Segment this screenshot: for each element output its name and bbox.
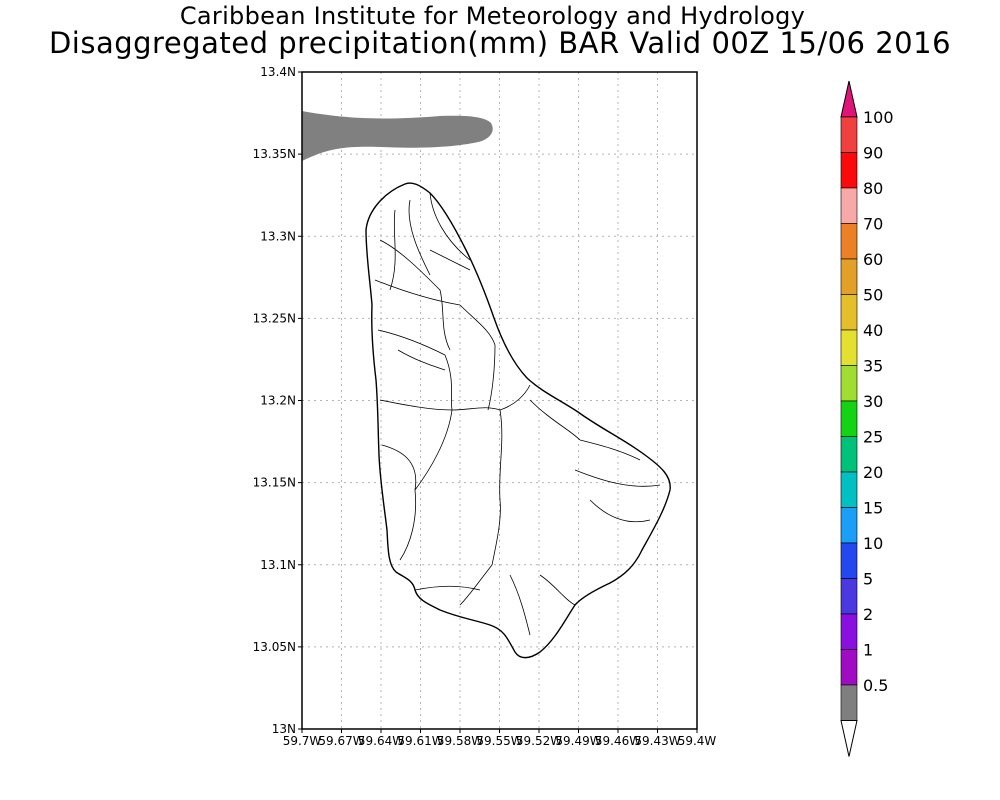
colorbar-swatch — [840, 258, 858, 295]
colorbar-label: 70 — [863, 215, 883, 234]
colorbar-label: 25 — [863, 428, 883, 447]
lon-tick-label: 59.67W — [318, 734, 364, 748]
lat-tick-label: 13.2N — [260, 394, 296, 408]
colorbar-label: 20 — [863, 463, 883, 482]
colorbar-label: 50 — [863, 286, 883, 305]
colorbar-label: 60 — [863, 250, 883, 269]
title-line-2: Disaggregated precipitation(mm) BAR Vali… — [48, 26, 952, 60]
precip-region-shape — [302, 111, 493, 161]
colorbar-swatch — [840, 187, 858, 224]
lon-tick-label: 59.43W — [634, 734, 680, 748]
colorbar-label: 2 — [863, 605, 873, 624]
colorbar-swatch — [840, 223, 858, 260]
lat-tick-label: 13.1N — [260, 558, 296, 572]
lon-tick-label: 59.7W — [283, 734, 322, 748]
colorbar-swatch — [840, 294, 858, 331]
colorbar-swatch — [840, 684, 858, 721]
colorbar-label: 30 — [863, 392, 883, 411]
lon-tick-label: 59.58W — [437, 734, 483, 748]
colorbar-label: 35 — [863, 357, 883, 376]
title-line-1: Caribbean Institute for Meteorology and … — [179, 2, 806, 30]
lon-axis: 59.7W59.67W59.64W59.61W59.58W59.55W59.52… — [283, 729, 717, 748]
lon-tick-label: 59.61W — [397, 734, 443, 748]
colorbar-swatch — [840, 365, 858, 402]
colorbar-swatch — [840, 578, 858, 615]
colorbar-label: 1 — [863, 641, 873, 660]
lat-tick-label: 13.35N — [253, 147, 296, 161]
colorbar-bottom-arrow — [840, 720, 858, 757]
colorbar-swatch — [840, 613, 858, 650]
colorbar-swatch — [840, 507, 858, 544]
rivers — [374, 192, 661, 636]
lat-tick-label: 13N — [272, 722, 296, 736]
colorbar-label: 90 — [863, 144, 883, 163]
lat-axis: 13.4N 13.35N 13.3N 13.25N 13.2N 13.15N 13.1N 13… — [253, 65, 302, 736]
colorbar-label: 80 — [863, 179, 883, 198]
colorbar-swatch — [840, 471, 858, 508]
lat-tick-label: 13.05N — [253, 640, 296, 654]
lon-tick-label: 59.55W — [476, 734, 522, 748]
lon-tick-label: 59.64W — [358, 734, 404, 748]
colorbar-label: 5 — [863, 570, 873, 589]
colorbar-swatch — [840, 329, 858, 366]
lat-tick-label: 13.15N — [253, 476, 296, 490]
map-grid — [302, 72, 697, 729]
lat-tick-label: 13.4N — [260, 65, 296, 79]
lon-tick-label: 59.46W — [595, 734, 641, 748]
colorbar-label: 10 — [863, 534, 883, 553]
coastline — [365, 182, 671, 659]
colorbar-label: 40 — [863, 321, 883, 340]
colorbar-label: 0.5 — [863, 676, 888, 695]
colorbar-swatch — [840, 116, 858, 153]
lon-tick-label: 59.49W — [555, 734, 601, 748]
colorbar-swatch — [840, 152, 858, 189]
colorbar-top-arrow — [840, 80, 858, 118]
colorbar-swatch — [840, 400, 858, 437]
colorbar-swatch — [840, 649, 858, 686]
island-outline — [365, 182, 671, 659]
colorbar-swatch — [840, 436, 858, 473]
colorbar-label: 100 — [863, 108, 894, 127]
colorbar-swatch — [840, 542, 858, 579]
lon-tick-label: 59.52W — [516, 734, 562, 748]
lat-tick-label: 13.3N — [260, 229, 296, 243]
lon-tick-label: 59.4W — [678, 734, 717, 748]
colorbar-label: 15 — [863, 499, 883, 518]
colorbar: 100 90 80 70 60 50 40 35 30 25 20 15 10 5 2 1 0.5 — [840, 80, 894, 757]
lat-tick-label: 13.25N — [253, 311, 296, 325]
